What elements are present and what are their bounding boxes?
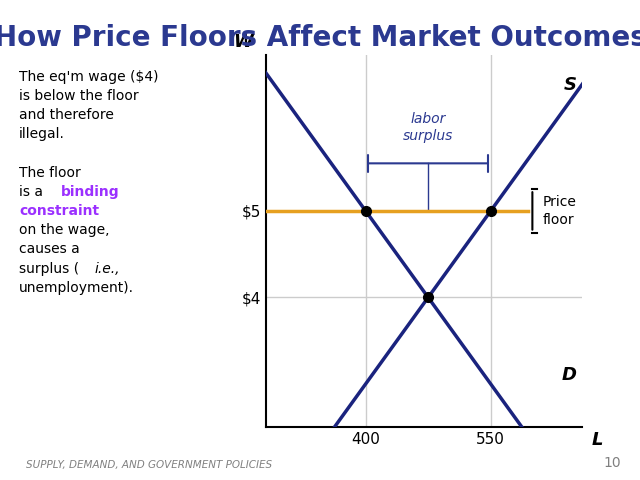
Text: and therefore: and therefore (19, 108, 114, 122)
Text: illegal.: illegal. (19, 127, 65, 141)
Text: constraint: constraint (19, 204, 99, 218)
Text: is a: is a (19, 185, 47, 199)
Text: SUPPLY, DEMAND, AND GOVERNMENT POLICIES: SUPPLY, DEMAND, AND GOVERNMENT POLICIES (26, 460, 272, 470)
Text: labor
surplus: labor surplus (403, 112, 453, 144)
Text: is below the floor: is below the floor (19, 89, 139, 103)
Text: The eq'm wage ($4): The eq'm wage ($4) (19, 70, 159, 84)
Text: on the wage,: on the wage, (19, 223, 109, 237)
Text: Price
floor: Price floor (542, 195, 576, 227)
Text: unemployment).: unemployment). (19, 281, 134, 295)
Text: surplus (: surplus ( (19, 262, 79, 276)
Text: binding: binding (61, 185, 120, 199)
Text: i.e.,: i.e., (95, 262, 120, 276)
Text: causes a: causes a (19, 242, 80, 256)
Text: S: S (564, 76, 577, 95)
Text: W: W (234, 34, 253, 51)
Text: The floor: The floor (19, 166, 81, 180)
Text: How Price Floors Affect Market Outcomes: How Price Floors Affect Market Outcomes (0, 24, 640, 52)
Text: 10: 10 (603, 456, 621, 470)
Text: D: D (561, 366, 577, 384)
Text: L: L (592, 431, 604, 449)
